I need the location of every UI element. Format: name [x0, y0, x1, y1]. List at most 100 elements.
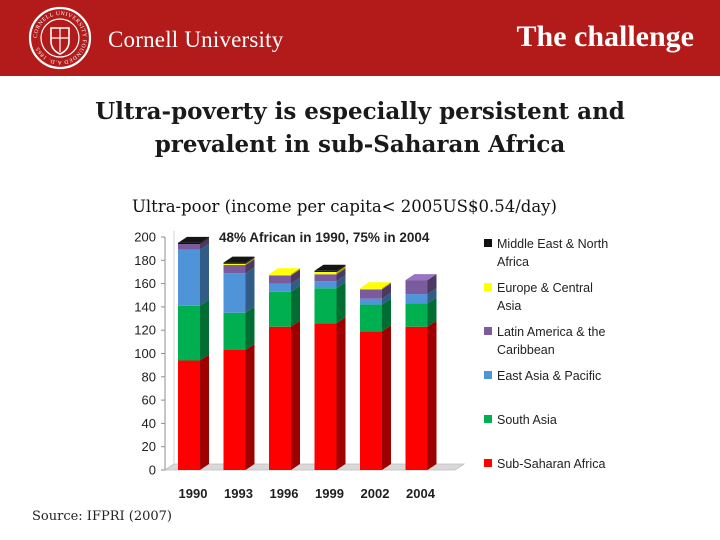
legend-swatch	[484, 371, 492, 379]
legend-label: Middle East & North	[497, 237, 608, 251]
bar-segment-side	[382, 325, 391, 470]
bar-segment	[223, 263, 246, 265]
bar-segment-side	[245, 306, 255, 351]
y-tick-label: 0	[149, 463, 156, 478]
bar-segment	[178, 305, 200, 361]
bar-top	[314, 264, 346, 271]
legend-label: Europe & Central	[497, 281, 593, 295]
y-tick-label: 100	[134, 346, 156, 361]
bar-segment	[269, 326, 291, 470]
bar-segment-side	[200, 243, 209, 306]
x-tick-label: 1993	[224, 486, 253, 501]
legend-swatch	[484, 283, 492, 291]
bar-segment-side	[291, 320, 300, 470]
source-note: Source: IFPRI (2007)	[32, 509, 172, 524]
legend-label: East Asia & Pacific	[497, 369, 601, 383]
bar-segment-side	[382, 292, 391, 305]
bar-top	[360, 282, 391, 289]
y-tick-label: 80	[142, 369, 156, 384]
bar-segment	[314, 274, 337, 282]
legend-swatch	[484, 239, 492, 247]
bar-segment	[360, 304, 382, 332]
headline-line-2: prevalent in sub-Saharan Africa	[154, 131, 566, 158]
headline: Ultra-poverty is especially persistent a…	[0, 95, 720, 161]
bar-segment-side	[200, 354, 209, 470]
bar-segment-side	[200, 237, 209, 250]
bar-segment-side	[245, 256, 255, 264]
bar-segment	[314, 323, 337, 470]
y-tick-label: 20	[142, 439, 156, 454]
bar-segment	[269, 283, 291, 292]
y-tick-label: 40	[142, 416, 156, 431]
bar-segment	[178, 249, 200, 306]
bar-segment	[405, 326, 428, 470]
chart-annotation: 48% African in 1990, 75% in 2004	[219, 230, 430, 245]
bar-segment	[269, 291, 291, 327]
bar-segment	[223, 350, 246, 470]
bar-segment-side	[291, 277, 300, 292]
bar-segment-side	[291, 269, 300, 284]
slide-title: The challenge	[516, 20, 695, 53]
legend-swatch	[484, 327, 492, 335]
bar-segment-side	[336, 264, 346, 272]
legend-label: South Asia	[497, 413, 557, 427]
legend-swatch	[484, 459, 492, 467]
bar-segment	[405, 303, 428, 327]
bar-segment-side	[200, 236, 209, 244]
bar-segment	[269, 275, 291, 284]
bar-segment-side	[200, 299, 209, 361]
y-tick-label: 180	[134, 253, 156, 268]
bar-segment	[178, 242, 200, 244]
legend-label: Latin America & the	[497, 325, 605, 339]
bar-top	[405, 274, 437, 281]
legend-swatch	[484, 415, 492, 423]
bar-segment	[314, 270, 337, 272]
bar-segment-side	[336, 275, 346, 289]
bar-segment	[178, 360, 200, 470]
header-bar: CORNELL UNIVERSITY FOUNDED A.D. 1865 Cor…	[0, 0, 720, 76]
bar-segment-side	[336, 317, 346, 470]
bar-segment	[314, 271, 337, 275]
x-tick-label: 1990	[179, 486, 208, 501]
brand-wordmark: Cornell University	[108, 27, 284, 52]
bar-top	[223, 256, 255, 263]
legend-label: Sub-Saharan Africa	[497, 457, 605, 471]
y-tick-label: 60	[142, 393, 156, 408]
bar-segment	[223, 262, 246, 264]
bar-segment-side	[427, 288, 437, 304]
bar-segment	[178, 243, 200, 250]
y-tick-label: 200	[134, 230, 156, 245]
bar-segment-side	[245, 344, 255, 470]
x-tick-label: 1999	[315, 486, 344, 501]
bar-segment-side	[336, 268, 346, 282]
bar-segment	[314, 281, 337, 289]
y-tick-label: 120	[134, 323, 156, 338]
chart-subtitle: Ultra-poor (income per capita< 2005US$0.…	[132, 197, 557, 216]
bar-segment	[223, 312, 246, 351]
bar-top	[178, 236, 209, 243]
bar-segment	[405, 280, 428, 295]
bar-segment-side	[245, 258, 255, 274]
legend-label: Caribbean	[497, 343, 555, 357]
bar-segment	[405, 294, 428, 304]
bar-segment-side	[427, 320, 437, 470]
bar-segment-side	[382, 283, 391, 299]
bar-segment-side	[382, 282, 391, 290]
bar-segment	[314, 288, 337, 324]
bar-segment	[223, 273, 246, 313]
bar-segment	[360, 288, 382, 290]
bar-segment	[360, 289, 382, 299]
bar-segment-side	[291, 285, 300, 327]
x-tick-label: 2004	[406, 486, 436, 501]
y-tick-label: 160	[134, 276, 156, 291]
headline-line-1: Ultra-poverty is especially persistent a…	[95, 98, 625, 125]
bar-segment-side	[245, 257, 255, 265]
bar-segment-side	[336, 282, 346, 324]
legend-label: Asia	[497, 299, 521, 313]
x-tick-label: 1996	[270, 486, 299, 501]
bar-segment-side	[245, 267, 255, 313]
bar-segment-side	[382, 298, 391, 332]
bar-segment-side	[336, 265, 346, 275]
bar-segment-side	[427, 274, 437, 295]
